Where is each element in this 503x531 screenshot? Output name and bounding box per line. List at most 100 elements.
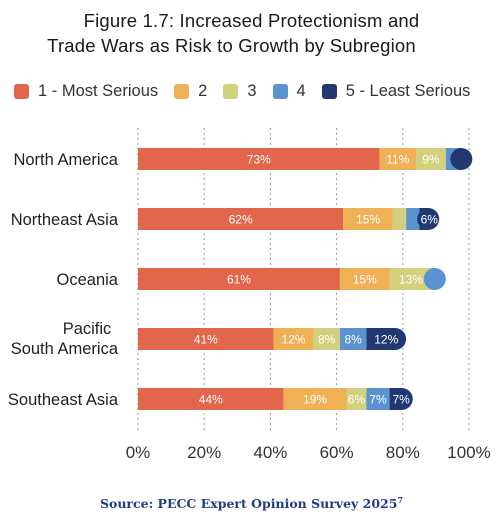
bar-segment-body (273, 328, 314, 350)
legend-item-2: 2 (174, 82, 207, 101)
bar-segment-body (406, 208, 420, 230)
bar-segment-row4-s1: 41% (138, 328, 274, 350)
plot-area: 73% 11% 9% 62% 15% 6% 61% 15% 13% 41% 12% 8% 8% 12% 44… (8, 128, 491, 462)
bars: 73% 11% 9% 62% 15% 6% 61% 15% 13% 41% 12% 8% 8% 12% 44… (138, 148, 473, 410)
bar-end-cap (390, 388, 413, 410)
bar-segment-body (138, 268, 340, 290)
legend: 1 - Most Serious 2 3 4 5 - Least Serious (14, 80, 486, 102)
data-label: 41% (194, 333, 218, 347)
legend-swatch-2 (174, 83, 190, 99)
data-label: 15% (356, 213, 380, 227)
data-label: 8% (318, 333, 336, 347)
bar-segment-body (339, 268, 390, 290)
legend-swatch-4 (272, 83, 288, 99)
data-label: 12% (282, 333, 306, 347)
bar-end-cap (384, 328, 407, 350)
data-label: 44% (199, 393, 223, 407)
data-label: 9% (422, 153, 440, 167)
data-label: 7% (369, 393, 387, 407)
bar-segment-row4-s2: 12% (273, 328, 314, 350)
data-label: 13% (399, 273, 423, 287)
bar-segment-body (138, 208, 344, 230)
bar-segment-body (389, 268, 433, 290)
bar-segment-row5-s3: 6% (346, 388, 367, 410)
bar-end-cap (417, 208, 440, 230)
bar-segment-row2-s2: 15% (343, 208, 393, 230)
legend-item-3: 3 (223, 81, 257, 101)
bar-segment-row2-s3 (392, 208, 407, 230)
chart-title-line-2: Trade Wars as Risk to Growth by Subregio… (47, 35, 416, 56)
data-label: 8% (344, 333, 362, 347)
data-label: 11% (386, 153, 409, 167)
legend-swatch-5 (321, 83, 337, 99)
bar-segment-row5-s2: 19% (283, 388, 347, 410)
data-label: 15% (353, 273, 377, 287)
bar-segment-row4-s3: 8% (313, 328, 340, 350)
bar-segment-row4-s5: 12% (366, 328, 407, 350)
data-label: 73% (247, 153, 271, 167)
bar-segment-body (416, 148, 446, 170)
legend-label-3: 3 (247, 81, 257, 100)
category-labels: North America Northeast Asia Oceania Pacifi… (8, 151, 119, 409)
category-label-line: South America (11, 340, 119, 358)
data-label: 61% (227, 273, 251, 287)
legend-label-4: 4 (296, 81, 306, 100)
bar-segment-body (366, 388, 390, 410)
bar-segment-row3-s2: 15% (339, 268, 390, 290)
bar-segment-body (138, 328, 274, 350)
bar-segment-row3-s3: 13% (389, 268, 433, 290)
x-tick-label-2: 40% (253, 443, 287, 462)
bar-end-cap (450, 148, 473, 170)
bar-segment-row5-s1: 44% (138, 388, 284, 410)
legend-item-5: 5 - Least Serious (321, 81, 471, 101)
category-label-2: Northeast Asia (11, 211, 119, 229)
chart-title: Figure 1.7: Increased Protectionism and … (0, 8, 503, 58)
bar-segment-body (343, 208, 393, 230)
category-label-3: Oceania (57, 271, 119, 289)
bar-segment-body (313, 328, 340, 350)
data-label: 6% (348, 393, 366, 407)
data-label: 62% (229, 213, 253, 227)
bar-segment-body (346, 388, 367, 410)
source-footnote-marker: 7 (397, 495, 404, 505)
legend-swatch-3 (223, 83, 239, 99)
x-tick-labels: 0% 20% 40% 60% 80% 100% (126, 443, 491, 462)
bar-segment-body (339, 328, 367, 350)
bar-segment-body (138, 148, 380, 170)
data-label: 19% (303, 393, 327, 407)
bar-segment-row4-s4: 8% (339, 328, 367, 350)
data-label: 7% (392, 393, 410, 407)
bar-segment-body (138, 388, 284, 410)
source-note: Source: PECC Expert Opinion Survey 20257 (0, 495, 503, 511)
category-label-4: Pacific South America (11, 320, 119, 358)
chart-title-line-1: Figure 1.7: Increased Protectionism and (83, 10, 420, 31)
source-text: Source: PECC Expert Opinion Survey 2025 (99, 496, 398, 512)
bar-segment-row2-s4 (406, 208, 420, 230)
legend-item-4: 4 (272, 81, 306, 101)
legend-swatch-1 (14, 83, 29, 99)
bar-segment-row1-s5 (450, 148, 473, 170)
bar-segment-body (283, 388, 347, 410)
legend-label-1: 1 - Most Serious (38, 81, 159, 100)
legend-label-2: 2 (198, 81, 208, 100)
bar-segment-body (379, 148, 417, 170)
bar-segment-row5-s5: 7% (389, 388, 413, 410)
data-label: 12% (374, 333, 398, 347)
bar-segment-body (392, 208, 407, 230)
legend-item-1: 1 - Most Serious (14, 82, 158, 101)
bar-segment-row3-s1: 61% (138, 268, 340, 290)
bar-segment-row2-s5: 6% (417, 208, 440, 230)
x-tick-label-5: 100% (447, 443, 490, 462)
x-tick-label-1: 20% (187, 443, 221, 462)
category-label-1: North America (13, 151, 118, 169)
category-label-5: Southeast Asia (8, 391, 119, 409)
category-label-line: Pacific (63, 320, 112, 338)
bar-segment-row1-s1: 73% (138, 148, 380, 170)
x-tick-label-3: 60% (320, 443, 354, 462)
bar-segment-row5-s4: 7% (366, 388, 390, 410)
bar-segment-row1-s3: 9% (416, 148, 446, 170)
bar-segment-row1-s2: 11% (379, 148, 417, 170)
bar-segment-row3-s4 (423, 268, 446, 290)
legend-label-5: 5 - Least Serious (345, 81, 471, 100)
bar-end-cap (423, 268, 446, 290)
